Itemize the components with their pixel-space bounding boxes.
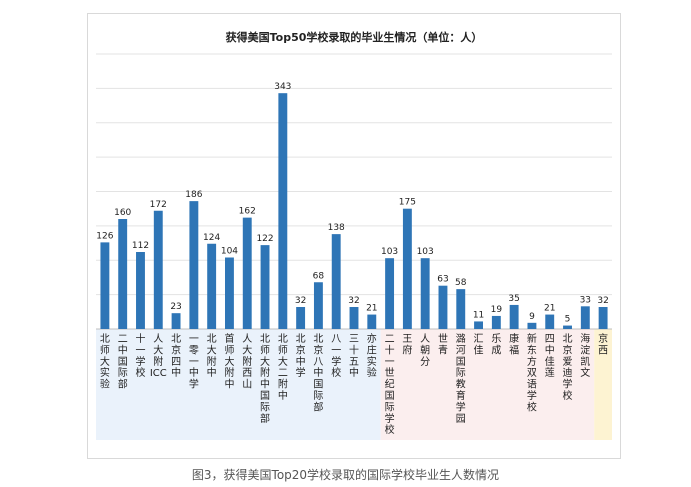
category-label: 北师大实验	[100, 333, 110, 391]
category-label: 乐成	[491, 333, 501, 356]
category-label: 王府	[402, 334, 412, 356]
value-label: 175	[399, 198, 416, 208]
category-group-bg	[594, 329, 612, 440]
bar	[189, 201, 199, 329]
category-label: 北京八中国际部	[313, 333, 323, 413]
value-label: 21	[366, 304, 377, 314]
category-label: 海淀凯文	[580, 332, 590, 379]
value-label: 122	[256, 234, 273, 244]
value-label: 33	[580, 295, 591, 305]
value-label: 103	[381, 247, 398, 257]
category-label: 潞河国际教育学园	[456, 332, 466, 425]
category-group-bg	[380, 329, 595, 440]
bar-chart: 获得美国Top50学校录取的毕业生情况（单位：人）050100150200250…	[96, 30, 612, 440]
category-group-bg	[96, 329, 381, 440]
value-label: 63	[437, 275, 448, 285]
category-label: 北师大附中国际部	[260, 333, 270, 425]
category-label: 康福	[509, 332, 519, 356]
category-label: 亦庄实验	[367, 332, 377, 379]
bar	[563, 325, 572, 329]
category-label: 人大附 ICC	[150, 333, 167, 379]
bar	[118, 219, 128, 329]
value-label: 126	[96, 231, 113, 241]
value-label: 58	[455, 278, 467, 288]
bar	[456, 289, 466, 329]
category-label: 北师大二附中	[278, 333, 288, 402]
bar	[580, 306, 590, 329]
bar	[100, 242, 110, 329]
category-label: 八一学校	[331, 334, 341, 379]
value-label: 35	[508, 294, 519, 304]
bar	[420, 258, 430, 329]
category-label: 汇佳	[474, 332, 484, 356]
bar	[260, 245, 270, 329]
bar	[313, 282, 323, 329]
bar	[509, 304, 519, 329]
value-label: 172	[150, 200, 167, 210]
value-label: 138	[328, 223, 345, 233]
bar	[349, 307, 359, 329]
value-label: 162	[239, 207, 256, 217]
bar	[598, 307, 608, 329]
category-label: 一零一中学	[189, 334, 199, 391]
bar	[545, 314, 555, 329]
bar	[385, 258, 395, 329]
value-label: 103	[417, 247, 434, 257]
value-label: 160	[114, 208, 131, 218]
bar	[278, 93, 288, 329]
bar	[242, 217, 252, 329]
category-label: 首师大附中	[224, 332, 234, 391]
bar	[136, 252, 145, 329]
value-label: 23	[170, 302, 181, 312]
category-label: 北京爱迪学校	[563, 333, 573, 402]
value-label: 11	[473, 310, 484, 320]
bar	[491, 315, 501, 329]
bar	[474, 321, 483, 329]
value-label: 32	[348, 296, 359, 306]
category-label: 北京四中	[171, 333, 181, 379]
bar	[367, 314, 377, 329]
category-label: 十一学校	[135, 332, 145, 379]
category-label: 三十五中	[349, 334, 359, 379]
category-label: 二十一世纪国际学校	[385, 334, 395, 436]
category-label: 京西	[598, 332, 608, 356]
value-label: 19	[491, 305, 503, 315]
figure-caption: 图3，获得美国Top20学校录取的国际学校毕业生人数情况	[191, 468, 500, 482]
category-label: 人大附西山	[242, 333, 252, 391]
bar	[438, 285, 448, 329]
category-label: 北大附中	[207, 333, 217, 379]
value-label: 21	[544, 304, 555, 314]
chart-title: 获得美国Top50学校录取的毕业生情况（单位：人）	[226, 30, 483, 44]
value-label: 32	[597, 296, 608, 306]
value-label: 112	[132, 241, 149, 251]
bar	[331, 234, 341, 329]
value-label: 9	[529, 312, 535, 322]
category-label: 新东方双语学校	[527, 332, 537, 413]
bar	[296, 307, 306, 329]
bar	[225, 257, 234, 329]
value-label: 343	[274, 82, 291, 92]
category-label: 四中佳莲	[545, 334, 555, 379]
value-label: 32	[295, 296, 306, 306]
category-label: 人朝分	[420, 333, 430, 368]
value-label: 104	[221, 247, 238, 257]
category-label: 北京中学	[296, 333, 306, 379]
value-label: 124	[203, 233, 220, 243]
category-label: 二中国际部	[118, 334, 128, 391]
bar	[402, 208, 412, 329]
category-label: 世青	[438, 333, 448, 356]
value-label: 68	[313, 271, 325, 281]
value-label: 5	[565, 315, 571, 325]
value-label: 186	[185, 190, 202, 200]
chart-frame: 获得美国Top50学校录取的毕业生情况（单位：人）050100150200250…	[87, 13, 621, 459]
bar	[153, 210, 163, 329]
bar	[527, 322, 537, 329]
bar	[207, 243, 217, 329]
bar	[171, 313, 181, 329]
